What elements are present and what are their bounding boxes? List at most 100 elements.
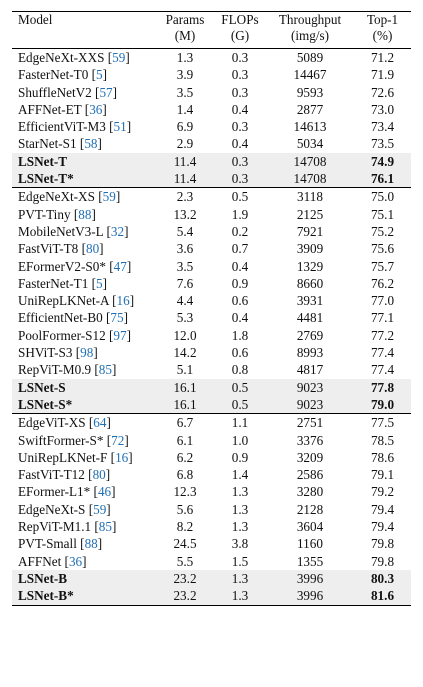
citation-link[interactable]: 85	[98, 519, 112, 535]
model-name-cell: LSNet-T*	[12, 170, 156, 188]
throughput-cell: 1329	[296, 258, 324, 274]
top1-cell: 77.1	[370, 310, 395, 326]
citation-link[interactable]: 46	[97, 484, 112, 500]
header-flops: FLOPs	[214, 11, 266, 28]
top1-cell: 74.9	[354, 152, 411, 171]
throughput-cell: 5034	[296, 136, 324, 152]
citation-link[interactable]: 80	[85, 241, 100, 257]
table-row: AFFNet-ET [36] 1.4 0.4 2877 73.0	[12, 101, 411, 118]
flops-cell: 0.4	[231, 136, 249, 152]
model-name-cell: EFormerV2-S0* [47]	[18, 258, 132, 274]
citation-link[interactable]: 97	[113, 327, 127, 343]
citation-link[interactable]: 98	[80, 345, 94, 361]
citation-link[interactable]: 16	[116, 293, 130, 309]
throughput-cell: 1355	[296, 553, 324, 569]
model-name-cell: FasterNet-T1 [5]	[18, 275, 108, 291]
table-row: EFormerV2-S0* [47] 3.5 0.4 1329 75.7	[12, 258, 411, 275]
top1-cell: 79.2	[370, 484, 395, 500]
model-name-cell: FasterNet-T0 [5]	[18, 67, 108, 83]
citation-link[interactable]: 5	[96, 67, 103, 83]
flops-cell: 1.9	[231, 206, 249, 222]
model-name-cell: AFFNet-ET [36]	[18, 101, 107, 117]
model-name: EFormerV2-S0*	[18, 258, 106, 274]
model-name-cell: ShuffleNetV2 [57]	[18, 84, 118, 100]
citation-link[interactable]: 57	[99, 84, 113, 100]
flops-cell: 1.3	[231, 501, 249, 517]
model-name-cell: RepViT-M1.1 [85]	[18, 519, 117, 535]
model-name: RepViT-M1.1	[18, 519, 92, 535]
throughput-cell: 8660	[296, 275, 324, 291]
model-name: UniRepLKNet-A	[18, 293, 109, 309]
citation-link[interactable]: 85	[98, 362, 112, 378]
params-cell: 23.2	[156, 569, 214, 588]
header-model: Model	[12, 11, 156, 28]
header-throughput-unit: (img/s)	[290, 28, 330, 43]
table-row: RepViT-M0.9 [85] 5.1 0.8 4817 77.4	[12, 361, 411, 378]
table-row: EdgeNeXt-S [59] 5.6 1.3 2128 79.4	[12, 501, 411, 518]
params-cell: 13.2	[173, 206, 197, 222]
model-name-cell: EdgeNeXt-S [59]	[18, 501, 111, 517]
model-name-cell: FastViT-T12 [80]	[18, 467, 111, 483]
citation-link[interactable]: 16	[115, 449, 129, 465]
params-cell: 23.2	[156, 587, 214, 606]
citation-link[interactable]: 5	[96, 275, 103, 291]
flops-cell: 0.8	[231, 362, 249, 378]
model-name-cell: EdgeViT-XS [64]	[12, 413, 156, 432]
top1-cell: 73.0	[370, 101, 395, 117]
citation-link[interactable]: 36	[68, 553, 83, 569]
throughput-cell: 9023	[266, 378, 354, 396]
citation-link[interactable]: 88	[78, 206, 92, 222]
model-name-cell: EdgeNeXt-XXS [59]	[12, 48, 156, 67]
throughput-cell: 9023	[266, 395, 354, 414]
citation-link[interactable]: 59	[102, 189, 116, 205]
model-name-cell: SwiftFormer-S* [72]	[18, 432, 129, 448]
top1-cell: 79.8	[370, 536, 395, 552]
top1-cell: 78.6	[370, 449, 395, 465]
throughput-cell: 8993	[296, 345, 324, 361]
model-name-cell: EdgeNeXt-XS [59]	[12, 187, 156, 206]
params-cell: 6.1	[176, 432, 194, 448]
params-cell: 1.4	[176, 101, 194, 117]
citation-link[interactable]: 72	[111, 432, 125, 448]
model-name-cell: LSNet-B*	[12, 587, 156, 606]
throughput-cell: 2125	[296, 206, 324, 222]
citation-link[interactable]: 59	[93, 501, 107, 517]
top1-cell: 77.2	[370, 327, 395, 343]
header-params-unit: (M)	[174, 28, 196, 43]
throughput-cell: 14708	[266, 170, 354, 188]
citation-link[interactable]: 47	[113, 258, 127, 274]
citation-link[interactable]: 88	[84, 536, 98, 552]
flops-cell: 1.5	[231, 553, 249, 569]
top1-cell: 75.2	[370, 223, 395, 239]
model-name: RepViT-M0.9	[18, 362, 92, 378]
throughput-cell: 3996	[266, 587, 354, 606]
top1-cell: 75.6	[370, 241, 395, 257]
params-cell: 6.2	[176, 449, 194, 465]
citation-link[interactable]: 64	[93, 415, 107, 431]
flops-cell: 0.3	[231, 67, 249, 83]
citation-link[interactable]: 75	[110, 310, 124, 326]
model-name: LSNet-B	[18, 570, 68, 586]
citation-link[interactable]: 59	[112, 50, 126, 65]
top1-cell: 77.5	[354, 413, 411, 432]
table-row: RepViT-M1.1 [85] 8.2 1.3 3604 79.4	[12, 518, 411, 535]
throughput-cell: 9593	[296, 84, 324, 100]
params-cell: 5.6	[176, 501, 194, 517]
model-name-cell: EfficientNet-B0 [75]	[18, 310, 129, 326]
table-row: StarNet-S1 [58] 2.9 0.4 5034 73.5	[12, 135, 411, 152]
params-cell: 1.3	[156, 48, 214, 67]
params-cell: 11.4	[156, 152, 214, 171]
citation-link[interactable]: 58	[84, 136, 98, 152]
model-name: LSNet-S*	[18, 396, 73, 412]
flops-cell: 0.4	[231, 258, 249, 274]
model-name: ShuffleNetV2	[18, 84, 92, 100]
model-name-cell: EFormer-L1* [46]	[18, 484, 116, 500]
params-cell: 6.7	[156, 413, 214, 432]
citation-link[interactable]: 36	[89, 101, 103, 117]
citation-link[interactable]: 80	[92, 467, 106, 483]
model-name-cell: PVT-Small [88]	[18, 536, 103, 552]
citation-link[interactable]: 51	[113, 119, 127, 135]
citation-link[interactable]: 32	[110, 223, 125, 239]
model-name-cell: SHViT-S3 [98]	[18, 345, 98, 361]
flops-cell: 1.4	[231, 467, 249, 483]
